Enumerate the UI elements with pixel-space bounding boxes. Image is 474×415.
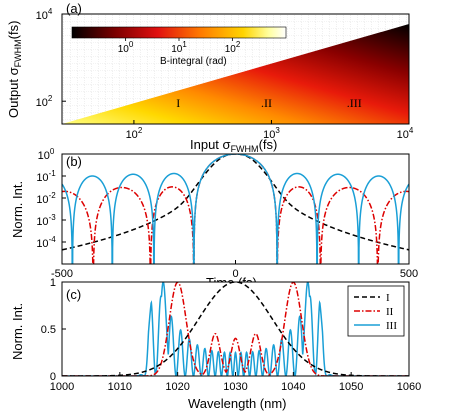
panel-c-x-label: Wavelength (nm): [188, 396, 287, 411]
region-annotations: I .II .III: [176, 96, 362, 110]
panel-b-y-ticks: 100 10-1 10-2 10-3 10-4: [36, 147, 66, 250]
panel-b-x-tick-label: 0: [232, 268, 238, 280]
panel-b-y-tick-label: 10-1: [36, 169, 56, 184]
panel-a-x-tick-label: 103: [263, 126, 280, 141]
region-annotation: I: [176, 96, 180, 110]
panel-a-x-tick-label: 102: [126, 126, 143, 141]
legend-entry-II: II: [386, 306, 394, 318]
panel-a: (a) 100 101 102 B-integral (rad) I .II .III …: [6, 1, 414, 154]
panel-b-x-tick-label: 500: [400, 268, 418, 280]
panel-b-series-III: [62, 154, 409, 264]
panel-c: (c) 1000 1010 1020 1030 1040 1050 1060 00.51 W…: [10, 277, 421, 411]
panel-c-y-tick-label: 1: [50, 277, 56, 289]
panel-c-x-tick-label: 1020: [165, 381, 189, 393]
panel-b-curves: [62, 154, 409, 264]
legend-entry-III: III: [386, 320, 397, 332]
panel-b-x-tick-label: -500: [51, 268, 73, 280]
panel-c-y-ticks: 00.51: [41, 277, 66, 383]
panel-c-x-tick-label: 1040: [281, 381, 305, 393]
panel-b-y-tick-label: 10-4: [36, 235, 56, 250]
panel-a-y-tick-label: 102: [36, 94, 53, 109]
panel-a-x-label: Input σFWHM(fs): [190, 137, 277, 154]
panel-a-label: (a): [66, 1, 82, 16]
legend-entry-I: I: [386, 292, 390, 304]
panel-c-x-tick-label: 1050: [339, 381, 363, 393]
panel-c-x-ticks: 1000 1010 1020 1030 1040 1050 1060: [50, 372, 421, 393]
colorbar-tick-label: 100: [118, 40, 134, 55]
panel-b-label: (b): [66, 154, 82, 169]
panel-c-y-tick-label: 0: [50, 371, 56, 383]
panel-b-y-tick-label: 10-3: [36, 213, 56, 228]
panel-c-label: (c): [66, 287, 81, 302]
colorbar-tick-label: 102: [225, 40, 241, 55]
panel-c-y-label: Norm. Int.: [10, 303, 25, 360]
panel-c-x-tick-label: 1010: [108, 381, 132, 393]
colorbar: [71, 26, 287, 39]
panel-b-y-tick-label: 10-2: [36, 191, 56, 206]
colorbar-ticks: 100 101 102: [118, 38, 241, 55]
b-integral-heatmap: [62, 24, 409, 124]
panel-c-series-III: [62, 282, 409, 376]
panel-c-legend: I II III: [347, 285, 405, 337]
region-annotation: .II: [261, 96, 272, 110]
panel-a-frame: [61, 13, 410, 125]
region-annotation: .III: [347, 96, 362, 110]
panel-c-x-tick-label: 1000: [50, 381, 74, 393]
panel-a-y-label: Output σFWHM(fs): [6, 21, 23, 118]
panel-a-x-ticks: 102 103 104: [126, 120, 414, 141]
panel-b-y-tick-label: 100: [38, 147, 55, 162]
panel-c-x-tick-label: 1030: [223, 381, 247, 393]
panel-c-y-tick-label: 0.5: [41, 324, 56, 336]
panel-a-y-ticks: 102 104: [36, 7, 66, 109]
panel-b-x-ticks: -500 0 500: [51, 260, 418, 280]
panel-a-x-tick-label: 104: [397, 126, 414, 141]
colorbar-label: B-integral (rad): [160, 56, 227, 67]
panel-b-y-label: Norm. Int.: [10, 181, 25, 238]
colorbar-tick-label: 101: [171, 40, 187, 55]
panel-a-y-tick-label: 104: [36, 7, 53, 22]
panel-b-series-I: [62, 154, 409, 251]
panel-c-x-tick-label: 1060: [397, 381, 421, 393]
panel-c-series-II: [62, 282, 409, 376]
